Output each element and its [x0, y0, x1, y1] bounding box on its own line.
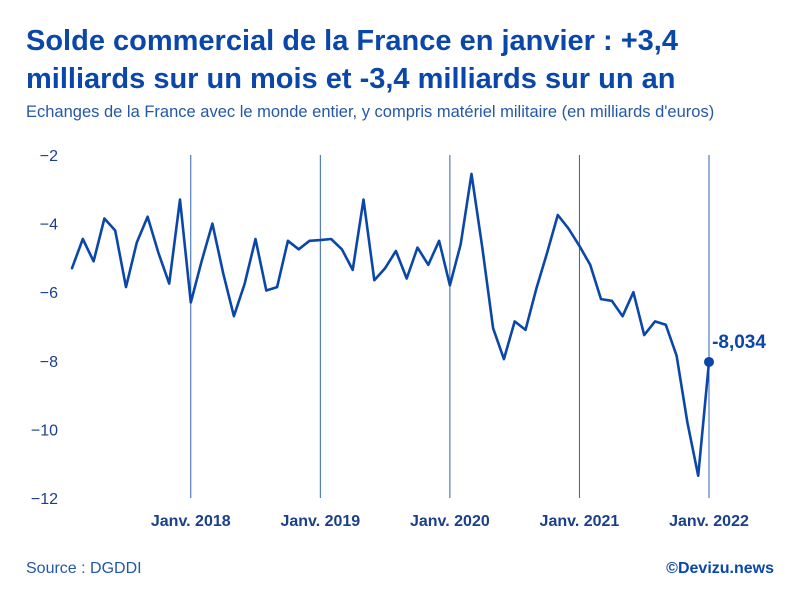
y-tick-label: −6 — [40, 285, 58, 302]
x-tick-label: Janv. 2020 — [410, 513, 490, 530]
x-tick-label: Janv. 2021 — [540, 513, 620, 530]
source-note: Source : DGDDI — [26, 560, 142, 577]
y-tick-label: −8 — [40, 354, 58, 371]
x-axis-ticks: Janv. 2018 Janv. 2019 Janv. 2020 Janv. 2021… — [151, 513, 749, 530]
y-tick-label: −12 — [31, 491, 58, 508]
chart-subtitle: Echanges de la France avec le monde enti… — [26, 103, 715, 121]
y-tick-label: −4 — [40, 217, 58, 234]
y-tick-label: −10 — [31, 422, 58, 439]
x-tick-label: Janv. 2019 — [280, 513, 360, 530]
chart-title: Solde commercial de la France en janvier… — [26, 25, 678, 95]
brand-credit: ©Devizu.news — [666, 560, 774, 577]
x-tick-label: Janv. 2018 — [151, 513, 231, 530]
last-value-label: -8,034 — [712, 332, 766, 353]
y-tick-label: −2 — [40, 148, 58, 165]
x-tick-label: Janv. 2022 — [669, 513, 749, 530]
year-gridlines — [190, 155, 710, 498]
y-axis-ticks: −2 −4 −6 −8 −10 −12 — [31, 148, 58, 508]
last-data-point — [704, 356, 714, 367]
series-line-trade-balance — [70, 172, 711, 477]
